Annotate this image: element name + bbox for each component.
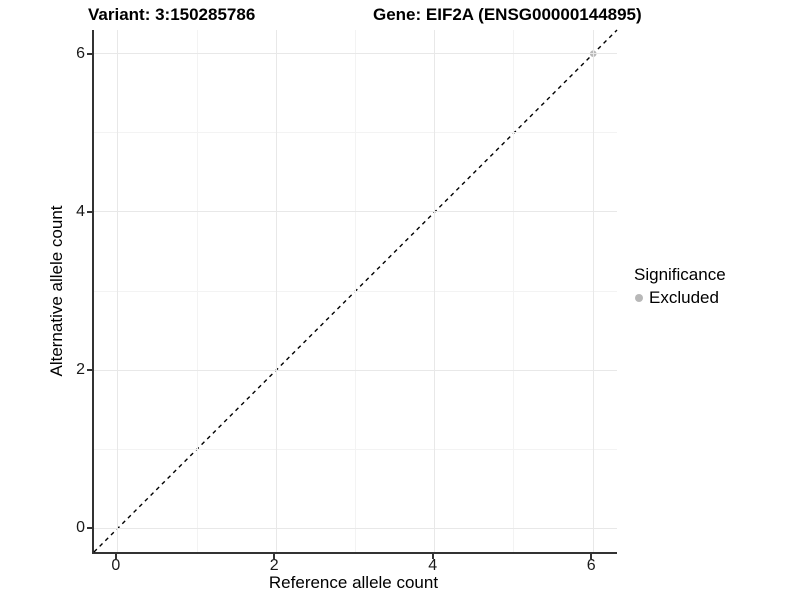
variant-title: Variant: 3:150285786: [88, 5, 256, 24]
gridline-y-minor: [94, 448, 617, 450]
legend: Significance Excluded: [630, 265, 726, 308]
gene-title: Gene: EIF2A (ENSG00000144895): [373, 5, 642, 24]
gridline-y-major: [94, 369, 617, 371]
x-tick-mark: [273, 554, 276, 559]
gridline-y-minor: [94, 132, 617, 134]
plot-panel: [92, 29, 618, 554]
legend-item-label: Excluded: [649, 288, 719, 307]
x-tick-label: 0: [111, 557, 121, 574]
y-tick-label: 4: [76, 202, 85, 220]
gridline-y-minor: [94, 290, 617, 292]
legend-point-icon: [635, 294, 643, 302]
x-axis-title: Reference allele count: [268, 573, 439, 592]
legend-item-excluded: Excluded: [630, 288, 726, 308]
y-tick-mark: [87, 527, 92, 530]
y-axis-title: Alternative allele count: [47, 205, 66, 377]
gridline-y-major: [94, 527, 617, 529]
x-tick-label: 6: [586, 557, 596, 574]
x-tick-mark: [431, 554, 434, 559]
y-tick-mark: [87, 210, 92, 213]
x-tick-mark: [114, 554, 117, 559]
gridline-x-major: [117, 30, 119, 552]
legend-title: Significance: [634, 265, 726, 284]
gridline-x-major: [434, 30, 436, 552]
gridline-x-major: [275, 30, 277, 552]
y-tick-mark: [87, 369, 92, 372]
x-tick-label: 4: [428, 557, 438, 574]
y-tick-label: 0: [76, 519, 85, 537]
y-tick-mark: [87, 52, 92, 55]
gridline-y-major: [94, 211, 617, 213]
y-tick-label: 6: [76, 44, 85, 62]
gridline-y-major: [94, 53, 617, 55]
x-tick-mark: [590, 554, 593, 559]
gridline-x-major: [592, 30, 594, 552]
x-tick-label: 2: [269, 557, 279, 574]
y-tick-label: 2: [76, 361, 85, 379]
